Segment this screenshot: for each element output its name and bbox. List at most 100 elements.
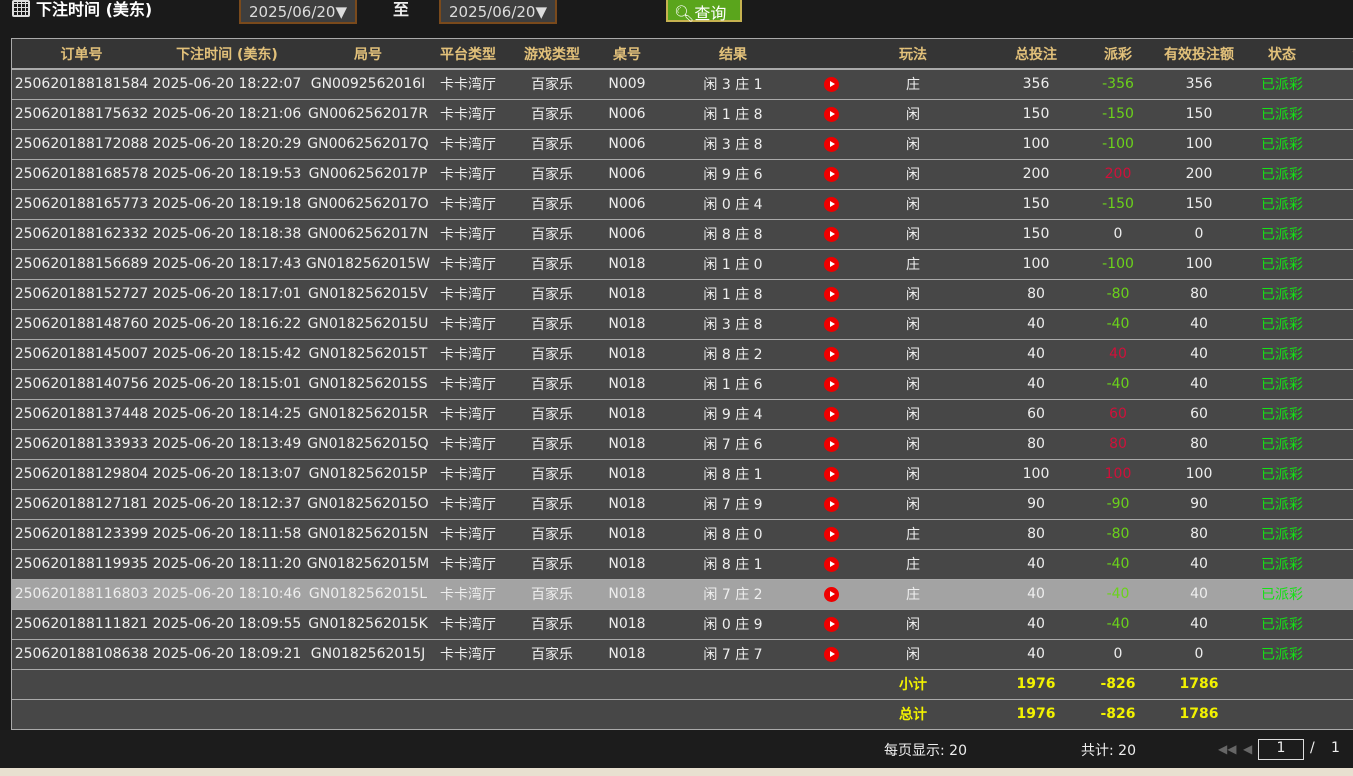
first-page-icon[interactable]: ◀◀ — [1218, 742, 1237, 756]
game-type: 百家乐 — [503, 159, 601, 190]
table-row: 250620188116803 2025-06-20 18:10:46 GN0182… — [12, 579, 1353, 610]
total-bet: 150 — [977, 99, 1095, 130]
play-icon[interactable] — [823, 226, 839, 242]
total-bet: 150 — [977, 189, 1095, 220]
game-type: 百家乐 — [503, 489, 601, 520]
bet-time: 2025-06-20 18:22:07 — [151, 69, 303, 100]
bet-time: 2025-06-20 18:11:58 — [151, 519, 303, 550]
platform: 卡卡湾厅 — [433, 99, 503, 130]
play-icon[interactable] — [823, 196, 839, 212]
result: 闲 1 庄 8 — [653, 99, 813, 130]
table-no: N018 — [601, 309, 653, 340]
valid-bet: 80 — [1141, 519, 1257, 550]
payout: -150 — [1095, 99, 1141, 130]
bet-time: 2025-06-20 18:20:29 — [151, 129, 303, 160]
valid-bet: 80 — [1141, 429, 1257, 460]
round-id: GN0182562015P — [303, 459, 433, 490]
subtotal-total-bet: 1976 — [977, 669, 1095, 700]
play-icon[interactable] — [823, 316, 839, 332]
extra-cell — [1307, 609, 1353, 640]
table-no: N006 — [601, 219, 653, 250]
spacer — [12, 699, 849, 730]
play-icon[interactable] — [823, 136, 839, 152]
play-icon[interactable] — [823, 646, 839, 662]
total-bet: 40 — [977, 579, 1095, 610]
game-type: 百家乐 — [503, 429, 601, 460]
game-type: 百家乐 — [503, 69, 601, 100]
play-icon[interactable] — [823, 166, 839, 182]
platform: 卡卡湾厅 — [433, 189, 503, 220]
platform: 卡卡湾厅 — [433, 219, 503, 250]
payout: -40 — [1095, 579, 1141, 610]
round-id: GN0062562017P — [303, 159, 433, 190]
query-button[interactable]: 🔍︎查询 — [666, 0, 742, 23]
play-icon[interactable] — [823, 256, 839, 272]
game-type: 百家乐 — [503, 519, 601, 550]
table-no: N018 — [601, 399, 653, 430]
play-icon[interactable] — [823, 106, 839, 122]
bet-time: 2025-06-20 18:13:49 — [151, 429, 303, 460]
spacer — [1257, 669, 1307, 700]
play-icon[interactable] — [823, 406, 839, 422]
table-row: 250620188156689 2025-06-20 18:17:43 GN0182… — [12, 249, 1353, 280]
play-icon[interactable] — [823, 466, 839, 482]
valid-bet: 200 — [1141, 159, 1257, 190]
subtotal-row: 小计 1976 -826 1786 — [12, 669, 1353, 700]
play-icon[interactable] — [823, 496, 839, 512]
play-icon[interactable] — [823, 586, 839, 602]
play-icon[interactable] — [823, 76, 839, 92]
replay-cell — [813, 99, 849, 130]
table-row: 250620188129804 2025-06-20 18:13:07 GN0182… — [12, 459, 1353, 490]
extra-cell — [1307, 549, 1353, 580]
page-input[interactable]: 1 — [1258, 739, 1304, 760]
table-no: N018 — [601, 429, 653, 460]
bet-type: 闲 — [849, 399, 977, 430]
status: 已派彩 — [1257, 549, 1307, 580]
table-no: N018 — [601, 279, 653, 310]
total-total-bet: 1976 — [977, 699, 1095, 730]
payout: -80 — [1095, 519, 1141, 550]
date-to-select[interactable]: 2025/06/20▼ — [439, 0, 557, 24]
round-id: GN0182562015S — [303, 369, 433, 400]
payout: 0 — [1095, 639, 1141, 670]
play-icon[interactable] — [823, 436, 839, 452]
play-icon[interactable] — [823, 616, 839, 632]
total-bet: 40 — [977, 549, 1095, 580]
date-from-select[interactable]: 2025/06/20▼ — [239, 0, 357, 24]
table-no: N018 — [601, 609, 653, 640]
game-type: 百家乐 — [503, 249, 601, 280]
play-icon[interactable] — [823, 556, 839, 572]
subtotal-label: 小计 — [849, 669, 977, 700]
total-valid-bet: 1786 — [1141, 699, 1257, 730]
table-row: 250620188123399 2025-06-20 18:11:58 GN0182… — [12, 519, 1353, 550]
extra-cell — [1307, 159, 1353, 190]
play-icon[interactable] — [823, 346, 839, 362]
play-icon[interactable] — [823, 526, 839, 542]
page-separator: / — [1310, 740, 1315, 756]
order-id: 250620188148760 — [12, 309, 151, 340]
extra-cell — [1307, 189, 1353, 220]
bet-time: 2025-06-20 18:21:06 — [151, 99, 303, 130]
status: 已派彩 — [1257, 339, 1307, 370]
bet-type: 闲 — [849, 429, 977, 460]
play-icon[interactable] — [823, 286, 839, 302]
order-id: 250620188111821 — [12, 609, 151, 640]
game-type: 百家乐 — [503, 129, 601, 160]
replay-cell — [813, 609, 849, 640]
replay-cell — [813, 219, 849, 250]
order-id: 250620188145007 — [12, 339, 151, 370]
status: 已派彩 — [1257, 189, 1307, 220]
round-id: GN0062562017Q — [303, 129, 433, 160]
status: 已派彩 — [1257, 129, 1307, 160]
replay-cell — [813, 159, 849, 190]
game-type: 百家乐 — [503, 279, 601, 310]
result: 闲 0 庄 9 — [653, 609, 813, 640]
extra-cell — [1307, 129, 1353, 160]
game-type: 百家乐 — [503, 399, 601, 430]
total-payout: -826 — [1095, 699, 1141, 730]
play-icon[interactable] — [823, 376, 839, 392]
bet-time: 2025-06-20 18:19:53 — [151, 159, 303, 190]
total-bet: 80 — [977, 279, 1095, 310]
result: 闲 7 庄 7 — [653, 639, 813, 670]
prev-page-icon[interactable]: ◀ — [1243, 742, 1253, 756]
